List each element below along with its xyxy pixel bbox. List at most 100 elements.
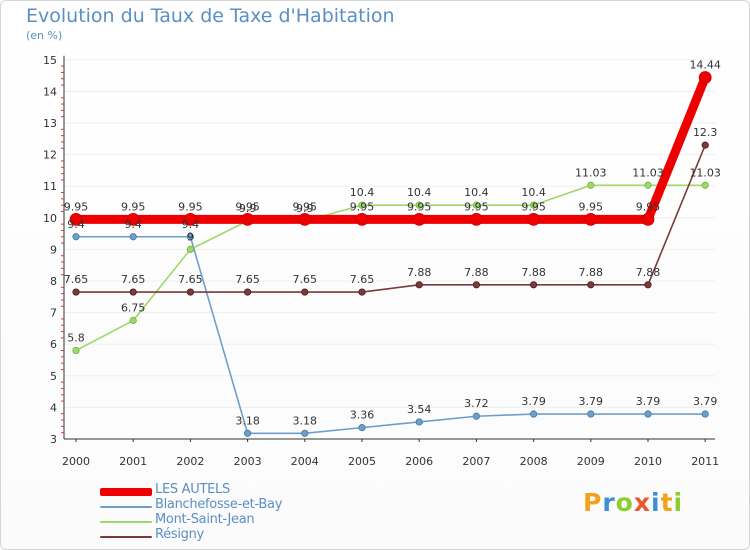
- x-tick-label: 2002: [176, 455, 204, 468]
- y-tick-label: 12: [43, 149, 57, 162]
- data-label: 7.65: [293, 273, 318, 286]
- data-point: [298, 212, 312, 226]
- data-label: 9.95: [407, 200, 432, 213]
- legend-label: Résigny: [155, 527, 204, 542]
- legend-swatch: [100, 536, 152, 538]
- data-point: [301, 288, 309, 296]
- data-label: 7.88: [521, 266, 546, 279]
- data-point: [301, 429, 309, 437]
- data-label: 14.44: [689, 58, 721, 71]
- data-point: [644, 181, 652, 189]
- data-label: 9.95: [64, 200, 89, 213]
- data-point: [587, 281, 595, 289]
- data-label: 11.03: [575, 166, 607, 179]
- data-label: 9.95: [121, 200, 146, 213]
- series-line-1: [75, 235, 707, 435]
- data-point: [587, 410, 595, 418]
- data-point: [244, 429, 252, 437]
- data-point: [415, 201, 423, 209]
- data-point: [701, 410, 709, 418]
- data-label: 3.36: [350, 409, 375, 422]
- logo-letter: P: [583, 488, 603, 517]
- data-point: [358, 424, 366, 432]
- data-point: [186, 245, 194, 253]
- data-point: [244, 288, 252, 296]
- data-point: [186, 233, 194, 241]
- series-line-0: [71, 72, 710, 224]
- data-label: 10.4: [464, 186, 489, 199]
- data-label: 9.95: [350, 200, 375, 213]
- data-point: [69, 212, 83, 226]
- data-label: 9.4: [182, 218, 200, 231]
- data-label: 3.79: [693, 395, 718, 408]
- x-tick-label: 2007: [462, 455, 490, 468]
- data-label: 3.18: [293, 414, 318, 427]
- data-point: [72, 346, 80, 355]
- data-label: 7.65: [64, 273, 89, 286]
- y-tick-label: 15: [43, 54, 57, 67]
- y-tick-label: 8: [50, 275, 57, 288]
- data-point: [358, 288, 366, 296]
- data-point: [355, 212, 369, 226]
- data-label: 6.75: [121, 302, 146, 315]
- data-point: [472, 281, 480, 289]
- x-tick-label: 2000: [62, 455, 90, 468]
- data-point: [644, 281, 652, 289]
- x-tick-label: 2011: [691, 455, 719, 468]
- data-point: [186, 288, 194, 296]
- data-label: 7.88: [579, 266, 604, 279]
- y-tick-label: 7: [50, 307, 57, 320]
- data-point: [129, 316, 137, 325]
- data-label: 9.9: [239, 202, 257, 215]
- data-label: 9: [187, 230, 194, 243]
- data-label: 3.72: [464, 397, 489, 410]
- logo-letter: t: [660, 488, 674, 517]
- legend-swatch: [100, 521, 152, 523]
- data-point: [183, 212, 197, 226]
- data-label: 11.03: [689, 166, 721, 179]
- y-tick-label: 6: [50, 338, 57, 351]
- legend-label: Blanchefosse-et-Bay: [155, 497, 283, 512]
- data-point: [527, 212, 540, 226]
- data-point: [584, 212, 598, 226]
- data-label: 3.54: [407, 403, 432, 416]
- data-label: 7.88: [636, 266, 661, 279]
- data-label: 7.65: [235, 273, 260, 286]
- y-tick-label: 5: [50, 370, 57, 383]
- data-point: [472, 412, 480, 420]
- data-point: [72, 288, 80, 296]
- legend-swatch: [100, 506, 152, 508]
- data-label: 9.4: [124, 218, 142, 231]
- data-point: [412, 212, 426, 226]
- y-tick-label: 4: [50, 401, 57, 414]
- data-label: 9.95: [178, 200, 203, 213]
- y-tick-label: 3: [50, 433, 57, 446]
- data-label: 12.3: [693, 126, 718, 139]
- data-label: 3.18: [235, 414, 260, 427]
- legend-swatch: [100, 488, 152, 496]
- data-point: [472, 201, 480, 209]
- logo-letter: r: [602, 488, 616, 517]
- data-label: 9.95: [636, 200, 661, 213]
- data-label: 7.65: [121, 273, 146, 286]
- logo-letter: x: [633, 488, 651, 517]
- logo-letter: o: [615, 488, 634, 517]
- data-point: [698, 71, 712, 84]
- chart-unit: (en %): [26, 29, 63, 42]
- data-label: 11.03: [632, 166, 664, 179]
- chart-title: Evolution du Taux de Taxe d'Habitation: [26, 5, 395, 27]
- y-tick-label: 10: [43, 212, 57, 225]
- x-tick-label: 2010: [634, 455, 662, 468]
- data-label: 7.65: [350, 273, 375, 286]
- x-tick-label: 2001: [119, 455, 147, 468]
- data-label: 9.95: [579, 200, 604, 213]
- data-point: [469, 212, 483, 226]
- data-label: 10.4: [407, 186, 432, 199]
- y-tick-label: 9: [50, 243, 57, 256]
- data-point: [129, 288, 137, 296]
- x-tick-label: 2003: [234, 455, 262, 468]
- data-point: [126, 212, 140, 226]
- x-tick-label: 2008: [520, 455, 548, 468]
- y-tick-label: 11: [43, 180, 57, 193]
